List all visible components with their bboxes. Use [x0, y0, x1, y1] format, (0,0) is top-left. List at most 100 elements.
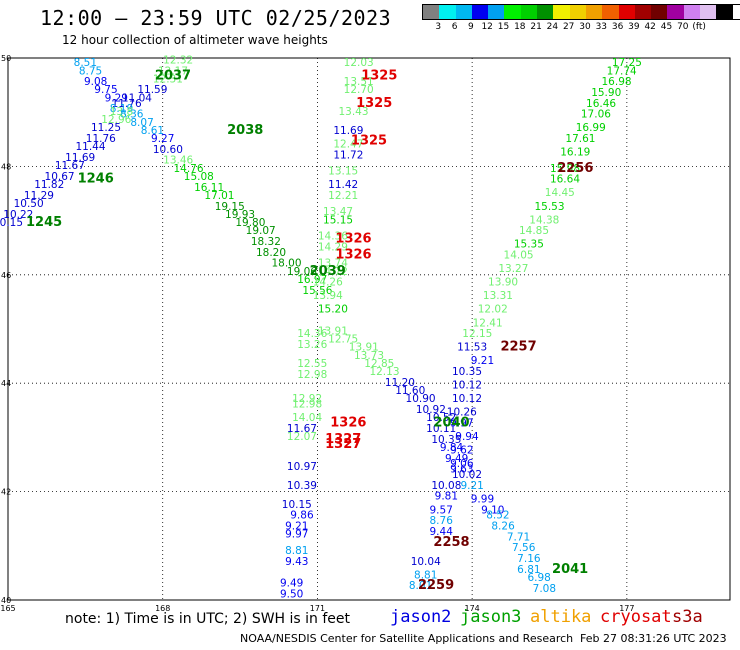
wave-height-reading: 13.94: [313, 290, 343, 302]
wave-height-reading: 15.08: [184, 171, 214, 183]
wave-height-reading: 16.46: [586, 98, 616, 110]
wave-height-reading: 19.80: [235, 217, 265, 229]
wave-height-reading: 10.67: [45, 171, 75, 183]
wave-height-reading: 9.49: [445, 453, 468, 465]
pass-label: 2037: [155, 69, 191, 84]
lat-tick-label: 46: [1, 271, 11, 280]
pass-label: 2258: [433, 535, 469, 550]
wave-height-reading: 8.26: [491, 521, 515, 533]
wave-height-reading: 17.61: [565, 133, 595, 145]
wave-height-reading: 9.08: [84, 76, 107, 88]
pass-label: 2259: [418, 578, 454, 593]
wave-height-reading: 10.52: [426, 412, 456, 424]
pass-label: 1325: [361, 69, 397, 84]
wave-height-reading: 19.93: [225, 209, 255, 221]
wave-height-reading: 13.90: [488, 277, 518, 289]
wave-height-reading: 13.15: [328, 166, 358, 178]
wave-height-reading: 7.16: [517, 553, 541, 565]
wave-height-reading: 13.8: [110, 106, 133, 118]
legend-label: 42: [644, 22, 656, 32]
wave-height-reading: 11.42: [328, 179, 358, 191]
legend-swatch: [488, 5, 505, 19]
wave-height-reading: 9.10: [481, 504, 504, 516]
wave-height-reading: 12.31: [153, 73, 183, 85]
wave-height-reading: 9.06: [450, 458, 474, 470]
wave-height-reading: 11.29: [24, 190, 54, 202]
legend-labels: 3 6 9 12 15 18 21 24 27 30 33 36 39 42 45 70 (ft): [422, 20, 740, 34]
legend-label: 33: [595, 22, 608, 32]
legend-swatch: [504, 5, 521, 19]
wave-height-reading: 9.27: [151, 133, 174, 145]
wave-height-reading: 9.94: [455, 431, 479, 443]
pass-label: 1325: [356, 96, 392, 111]
lon-tick-label: 168: [155, 604, 170, 613]
wave-height-reading: 16.97: [297, 274, 327, 286]
wave-height-reading: 8.19: [110, 103, 133, 115]
pass-label: 1325: [351, 134, 387, 149]
wave-height-reading: 10.04: [411, 556, 441, 568]
pass-label: 2038: [227, 123, 263, 138]
lat-tick-label: 48: [1, 162, 11, 171]
wave-height-reading: 10.08: [431, 480, 461, 492]
wave-height-reading: 14.29: [318, 241, 348, 253]
wave-height-reading: 19.06: [287, 266, 317, 278]
wave-height-reading: 16.98: [602, 76, 632, 88]
pass-label: 1326: [335, 231, 371, 246]
wave-height-reading: 13.74: [318, 258, 348, 270]
legend-label: 15: [497, 22, 510, 32]
wave-height-reading: 9.43: [285, 556, 308, 568]
wave-height-reading: 10.02: [452, 469, 482, 481]
timestamp: Feb 27 08:31:26 UTC 2023: [580, 632, 727, 645]
wave-height-reading: 8.61: [141, 125, 164, 137]
wave-height-reading: 12.70: [344, 84, 374, 96]
lat-tick-label: 50: [1, 54, 11, 63]
footer-note: note: 1) Time is in UTC; 2) SWH is in fe…: [65, 611, 351, 627]
satellite-jason3: jason3: [460, 607, 522, 627]
pass-label: 2257: [500, 340, 536, 355]
legend-color-boxes: [422, 4, 740, 20]
legend-swatch: [651, 5, 668, 19]
legend-swatch: [520, 5, 538, 19]
wave-height-reading: 13.51: [344, 76, 374, 88]
wave-height-reading: 14.36: [318, 231, 348, 243]
wave-height-reading: 9.99: [471, 493, 494, 505]
satellite-jason2: jason2: [390, 607, 452, 627]
wave-height-reading: 19.15: [215, 201, 245, 213]
wave-height-reading: 10.35: [431, 434, 461, 446]
wave-height-reading: 14.85: [519, 225, 549, 237]
wave-height-reading: 8.81: [414, 569, 437, 581]
wave-height-reading: 8.36: [120, 109, 144, 121]
legend-swatch: [618, 5, 635, 19]
wave-height-reading: 12.75: [328, 334, 358, 346]
wave-height-reading: 12.03: [344, 57, 374, 69]
wave-height-reading: 11.82: [34, 179, 64, 191]
legend-swatch: [700, 5, 717, 19]
wave-height-reading: 9.63: [450, 464, 473, 476]
wave-height-reading: 12.92: [292, 393, 322, 405]
wave-height-reading: 15.20: [318, 304, 348, 316]
wave-height-reading: 11.69: [333, 125, 363, 137]
wave-height-reading: 13.31: [483, 290, 513, 302]
color-legend: 3 6 9 12 15 18 21 24 27 30 33 36 39 42 45 70 (ft): [422, 4, 740, 34]
wave-height-reading: 9.21: [460, 480, 483, 492]
wave-height-reading: 14.76: [173, 163, 203, 175]
wave-height-reading: 12.17: [158, 65, 188, 77]
wave-height-reading: 10.35: [452, 366, 482, 378]
wave-height-reading: 8.52: [486, 510, 509, 522]
legend-swatch: [553, 5, 570, 19]
legend-label: 70: [677, 22, 689, 32]
wave-height-reading: 13.73: [354, 350, 384, 362]
wave-height-reading: 11.53: [457, 342, 487, 354]
lat-tick-label: 40: [1, 596, 11, 605]
wave-height-reading: 12.98: [297, 369, 327, 381]
wave-height-reading: 14.45: [545, 187, 575, 199]
wave-height-reading: 10.39: [287, 480, 317, 492]
legend-swatch: [716, 5, 733, 19]
pass-label: 1245: [26, 215, 62, 230]
legend-label: 12: [481, 22, 493, 32]
wave-height-reading: 9.44: [430, 526, 454, 538]
lat-tick-label: 42: [1, 488, 11, 497]
legend-swatch: [585, 5, 603, 19]
wave-height-reading: 10.90: [406, 393, 436, 405]
